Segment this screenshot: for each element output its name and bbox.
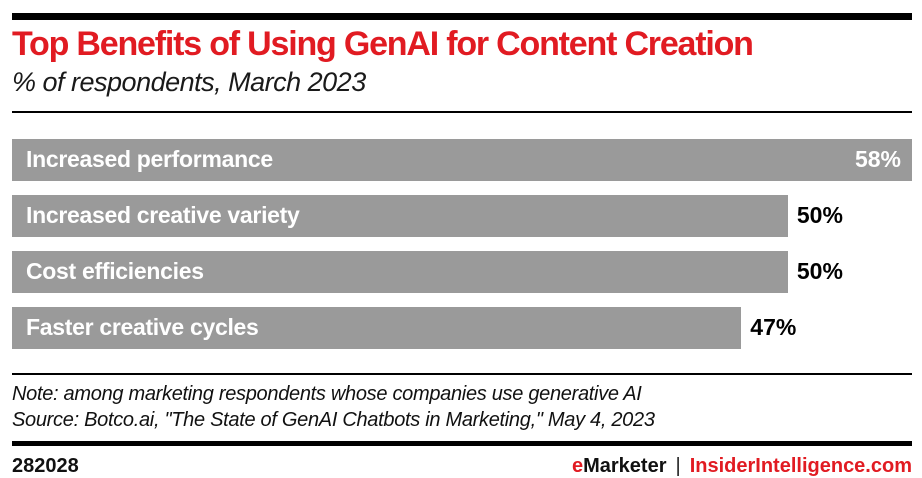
bar-chart: Increased performance 58% Increased creati… <box>12 138 912 349</box>
emarketer-logo: eMarketer <box>571 454 667 477</box>
bar-category-label: Increased creative variety <box>26 202 300 229</box>
bar-row: Increased performance 58% <box>12 138 912 181</box>
page-title: Top Benefits of Using GenAI for Content … <box>12 25 754 63</box>
bar-value-label: 47% <box>750 314 797 341</box>
footer: 282028 eMarketer | InsiderIntelligence.c… <box>12 455 912 478</box>
bar-row: Cost efficiencies 50% <box>12 250 912 293</box>
bar-row: Faster creative cycles 47% <box>12 306 912 349</box>
footer-divider <box>12 440 912 446</box>
bar-category-label: Cost efficiencies <box>26 258 204 285</box>
page-subtitle: % of respondents, March 2023 <box>12 67 366 98</box>
site-link[interactable]: InsiderIntelligence.com <box>689 454 912 477</box>
bar: Cost efficiencies <box>12 250 788 293</box>
bar-value-label: 50% <box>796 202 843 229</box>
source-text: Source: Botco.ai, "The State of GenAI Ch… <box>12 408 655 431</box>
header-divider <box>12 110 912 113</box>
footnotes: Note: among marketing respondents whose … <box>12 372 912 433</box>
bar: Increased performance 58% <box>12 138 912 181</box>
brand-lockup: eMarketer | InsiderIntelligence.com <box>572 455 912 478</box>
bar: Faster creative cycles <box>12 306 742 349</box>
bar: Increased creative variety <box>12 194 788 237</box>
bar-category-label: Faster creative cycles <box>26 314 259 341</box>
top-rule <box>12 13 912 20</box>
bar-value-label: 50% <box>796 258 843 285</box>
bar-row: Increased creative variety 50% <box>12 194 912 237</box>
chart-id: 282028 <box>12 454 79 477</box>
brand-separator: | <box>675 454 681 477</box>
bar-category-label: Increased performance <box>26 146 273 173</box>
bar-value-label: 58% <box>854 146 901 173</box>
note-text: Note: among marketing respondents whose … <box>12 382 642 405</box>
